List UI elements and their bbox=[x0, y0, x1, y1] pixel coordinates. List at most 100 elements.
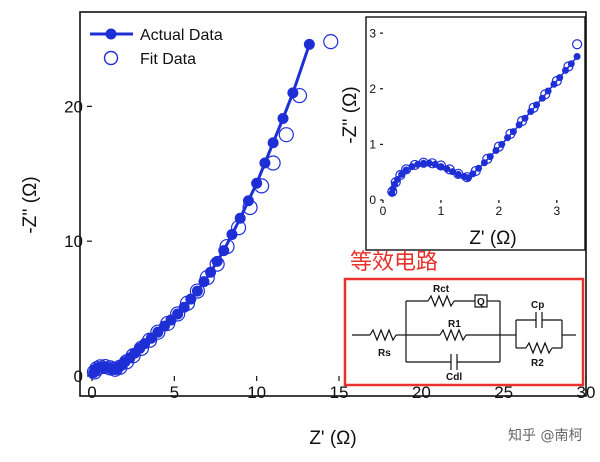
data-point-actual bbox=[420, 159, 428, 167]
data-point-actual bbox=[464, 174, 472, 182]
data-point-fit bbox=[516, 115, 528, 127]
x-tick-label: 1 bbox=[438, 204, 445, 218]
y-tick-label: 0 bbox=[74, 367, 83, 386]
inset-frame bbox=[365, 16, 586, 251]
x-tick-label: 30 bbox=[577, 383, 596, 402]
data-point-fit bbox=[150, 324, 166, 340]
x-tick-label: 0 bbox=[380, 204, 387, 218]
circuit-label-r1: R1 bbox=[448, 319, 461, 330]
data-point-fit bbox=[390, 177, 401, 188]
data-point-fit bbox=[189, 283, 205, 299]
data-point-fit bbox=[395, 169, 406, 181]
data-point-fit bbox=[482, 153, 493, 164]
circuit-label-rs: Rs bbox=[378, 348, 391, 359]
legend-marker-actual bbox=[105, 28, 117, 40]
x-tick-label: 5 bbox=[170, 383, 179, 402]
resistor-r2-icon bbox=[525, 341, 553, 355]
data-point-actual bbox=[277, 113, 289, 125]
circuit-label-cdl: Cdl bbox=[446, 372, 462, 383]
circuit-label-cp: Cp bbox=[531, 300, 544, 311]
data-point-actual bbox=[267, 137, 279, 149]
data-point-fit bbox=[435, 160, 447, 171]
main-x-axis-label: Z' (Ω) bbox=[309, 428, 356, 449]
data-point-fit bbox=[242, 199, 258, 216]
x-tick-label: 20 bbox=[412, 383, 431, 402]
data-point-fit bbox=[461, 172, 473, 183]
resistor-r1-icon bbox=[439, 328, 467, 342]
data-point-fit bbox=[170, 306, 186, 322]
data-point-actual bbox=[251, 177, 263, 189]
x-tick-label: 15 bbox=[330, 383, 349, 402]
inset-axes: 0 1 2 3 0 1 2 3 bbox=[369, 26, 560, 218]
data-point-actual bbox=[234, 212, 246, 224]
data-point-fit bbox=[219, 238, 235, 255]
data-point-fit bbox=[444, 164, 455, 175]
circuit-label-rct: Rct bbox=[433, 284, 450, 295]
data-point-fit bbox=[493, 141, 504, 152]
main-y-axis-label: -Z'' (Ω) bbox=[20, 176, 41, 233]
data-point-actual bbox=[454, 170, 462, 178]
circuit-border bbox=[343, 277, 585, 387]
data-point-actual bbox=[259, 157, 271, 169]
data-point-fit bbox=[551, 75, 562, 87]
data-point-actual bbox=[226, 228, 238, 240]
data-point-fit bbox=[133, 340, 149, 356]
data-point-actual bbox=[573, 52, 581, 60]
watermark: 知乎 @南柯 bbox=[508, 427, 582, 444]
data-point-fit bbox=[453, 168, 464, 179]
y-tick-label: 10 bbox=[64, 232, 83, 251]
circuit-label-q: Q bbox=[477, 297, 485, 308]
data-point-actual bbox=[211, 255, 223, 267]
y-tick-label: 0 bbox=[369, 193, 376, 207]
x-tick-label: 25 bbox=[494, 383, 513, 402]
circuit-diagram: Rs Rct Q R1 Cdl Cp R2 bbox=[343, 277, 585, 387]
data-point-fit bbox=[265, 155, 281, 171]
inset-y-axis-label: -Z'' (Ω) bbox=[340, 86, 361, 143]
data-point-fit bbox=[278, 127, 294, 143]
y-tick-label: 3 bbox=[369, 26, 376, 40]
data-point-fit bbox=[142, 332, 158, 348]
legend: Actual Data Fit Data bbox=[90, 27, 223, 68]
data-point-fit bbox=[528, 102, 539, 113]
resistor-rct-icon bbox=[427, 294, 455, 308]
data-point-fit bbox=[209, 256, 225, 272]
data-point-fit bbox=[470, 165, 481, 177]
x-tick-label: 3 bbox=[553, 204, 560, 218]
data-point-fit bbox=[254, 178, 270, 194]
data-point-fit bbox=[505, 128, 516, 139]
data-point-fit bbox=[563, 61, 574, 72]
inset-x-axis-label: Z' (Ω) bbox=[469, 228, 516, 249]
data-point-fit bbox=[89, 360, 105, 377]
data-point-fit bbox=[572, 39, 583, 50]
data-point-actual bbox=[191, 285, 203, 297]
data-point-actual bbox=[402, 166, 410, 174]
data-point-fit bbox=[540, 89, 551, 100]
series-line-actual bbox=[92, 43, 311, 374]
data-point-fit bbox=[179, 295, 196, 311]
x-tick-label: 0 bbox=[87, 383, 96, 402]
data-point-fit bbox=[401, 164, 412, 175]
circuit-title: 等效电路 bbox=[350, 250, 438, 275]
data-point-actual bbox=[303, 38, 315, 50]
main-plot-area bbox=[86, 34, 339, 380]
main-plot-frame bbox=[79, 11, 587, 397]
legend-label-fit: Fit Data bbox=[140, 51, 196, 68]
y-tick-label: 2 bbox=[369, 82, 376, 96]
data-point-fit bbox=[291, 87, 308, 104]
legend-marker-fit bbox=[103, 50, 119, 66]
inset-plot-area bbox=[387, 39, 583, 197]
data-point-fit bbox=[323, 34, 339, 50]
x-tick-label: 2 bbox=[496, 204, 503, 218]
data-point-fit bbox=[160, 315, 176, 332]
legend-label-actual: Actual Data bbox=[140, 27, 223, 44]
x-tick-label: 10 bbox=[247, 383, 266, 402]
data-point-fit bbox=[199, 269, 215, 286]
data-point-actual bbox=[172, 308, 184, 320]
y-tick-label: 1 bbox=[369, 138, 376, 152]
circuit-label-r2: R2 bbox=[531, 358, 544, 369]
resistor-rs-icon bbox=[369, 328, 397, 342]
data-point-actual bbox=[437, 163, 445, 171]
data-point-fit bbox=[387, 186, 398, 197]
y-tick-label: 20 bbox=[64, 97, 83, 116]
